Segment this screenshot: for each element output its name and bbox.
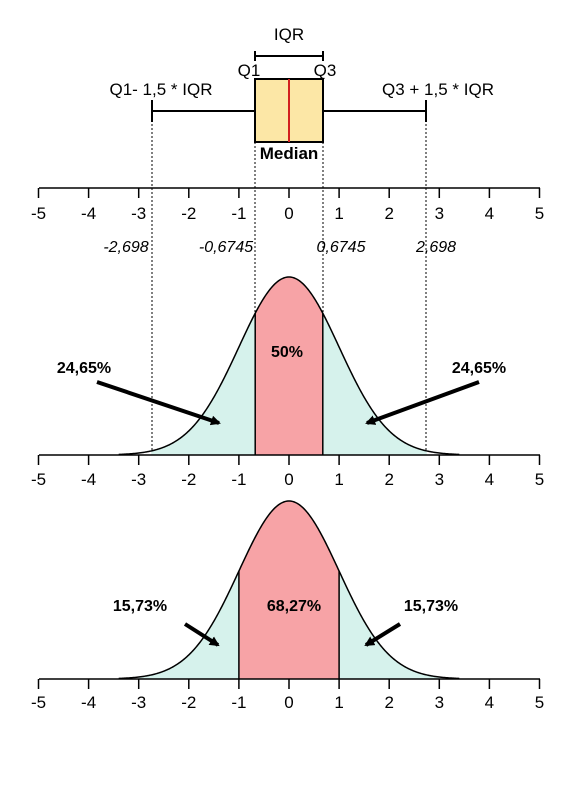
- axis-tick-label: 0: [284, 204, 293, 223]
- middle-axis: -5 -4 -3 -2 -1 0 1 2 3 4 5: [31, 454, 544, 489]
- quartile-values: -2,698 -0,6745 0,6745 2,698: [103, 239, 456, 256]
- bell-curve: [118, 276, 460, 456]
- left-arrow: [96, 380, 221, 426]
- axis-tick-label: -4: [81, 204, 96, 223]
- box-plot: IQR Q1 Q3 Q1- 1,5 * IQR Q3 + 1,5 * IQR M…: [110, 25, 494, 163]
- axis-tick-label: -2: [181, 204, 196, 223]
- bottom-axis-tick-labels: -5 -4 -3 -2 -1 0 1 2 3 4 5: [31, 693, 544, 712]
- upper-fence-value: 2,698: [415, 239, 456, 256]
- axis-tick-label: 1: [334, 470, 343, 489]
- bottom-axis-ticks: [37, 679, 541, 689]
- right-arrow: [364, 622, 402, 647]
- axis-tick-label: -5: [31, 693, 46, 712]
- axis-tick-label: -4: [81, 470, 96, 489]
- bottom-axis: -5 -4 -3 -2 -1 0 1 2 3 4 5: [31, 678, 544, 712]
- axis-tick-label: 2: [384, 693, 393, 712]
- axis-tick-label: 2: [384, 470, 393, 489]
- axis-tick-label: 5: [535, 204, 544, 223]
- center-percentage: 50%: [271, 344, 303, 361]
- axis-tick-label: -1: [231, 204, 246, 223]
- q3-label: Q3: [314, 61, 337, 80]
- axis-tick-label: -1: [231, 470, 246, 489]
- axis-tick-label: 1: [334, 693, 343, 712]
- iqr-normal-curve-panel: 50% 24,65% 24,65%: [57, 276, 506, 456]
- q3-value: 0,6745: [317, 239, 366, 256]
- axis-tick-label: 0: [284, 693, 293, 712]
- center-region: [238, 501, 340, 679]
- median-label: Median: [260, 144, 319, 163]
- right-tail-percentage: 24,65%: [452, 360, 506, 377]
- axis-tick-label: -1: [231, 693, 246, 712]
- q1-label: Q1: [238, 61, 261, 80]
- bell-curve: [118, 500, 460, 680]
- center-region: [255, 277, 323, 455]
- q1-value: -0,6745: [199, 239, 253, 256]
- lower-fence-value: -2,698: [103, 239, 148, 256]
- axis-tick-label: 3: [435, 693, 444, 712]
- right-tail-percentage: 15,73%: [404, 598, 458, 615]
- left-tail-percentage: 15,73%: [113, 598, 167, 615]
- left-arrow: [183, 622, 220, 647]
- axis-tick-label: -4: [81, 693, 96, 712]
- middle-axis-tick-labels: -5 -4 -3 -2 -1 0 1 2 3 4 5: [31, 470, 544, 489]
- top-axis-ticks: [37, 188, 541, 198]
- middle-axis-ticks: [37, 455, 541, 465]
- center-percentage: 68,27%: [267, 598, 321, 615]
- iqr-label: IQR: [274, 25, 304, 44]
- sigma-normal-curve-panel: 68,27% 15,73% 15,73%: [113, 500, 460, 680]
- axis-tick-label: -2: [181, 470, 196, 489]
- axis-tick-label: 3: [435, 470, 444, 489]
- axis-tick-label: -3: [131, 470, 146, 489]
- axis-tick-label: 0: [284, 470, 293, 489]
- axis-tick-label: 4: [485, 470, 494, 489]
- axis-tick-label: 4: [485, 204, 494, 223]
- right-arrow: [365, 380, 480, 425]
- axis-tick-label: -3: [131, 204, 146, 223]
- left-tail-percentage: 24,65%: [57, 360, 111, 377]
- axis-tick-label: -3: [131, 693, 146, 712]
- axis-tick-label: 3: [435, 204, 444, 223]
- axis-tick-label: -5: [31, 470, 46, 489]
- axis-tick-label: 2: [384, 204, 393, 223]
- axis-tick-label: 5: [535, 693, 544, 712]
- axis-tick-label: -2: [181, 693, 196, 712]
- axis-tick-label: 1: [334, 204, 343, 223]
- axis-tick-label: 4: [485, 693, 494, 712]
- axis-tick-label: -5: [31, 204, 46, 223]
- axis-tick-label: 5: [535, 470, 544, 489]
- top-axis: -5 -4 -3 -2 -1 0 1 2 3 4 5: [31, 187, 544, 223]
- lower-whisker-label: Q1- 1,5 * IQR: [110, 80, 213, 99]
- upper-whisker-label: Q3 + 1,5 * IQR: [382, 80, 494, 99]
- top-axis-tick-labels: -5 -4 -3 -2 -1 0 1 2 3 4 5: [31, 204, 544, 223]
